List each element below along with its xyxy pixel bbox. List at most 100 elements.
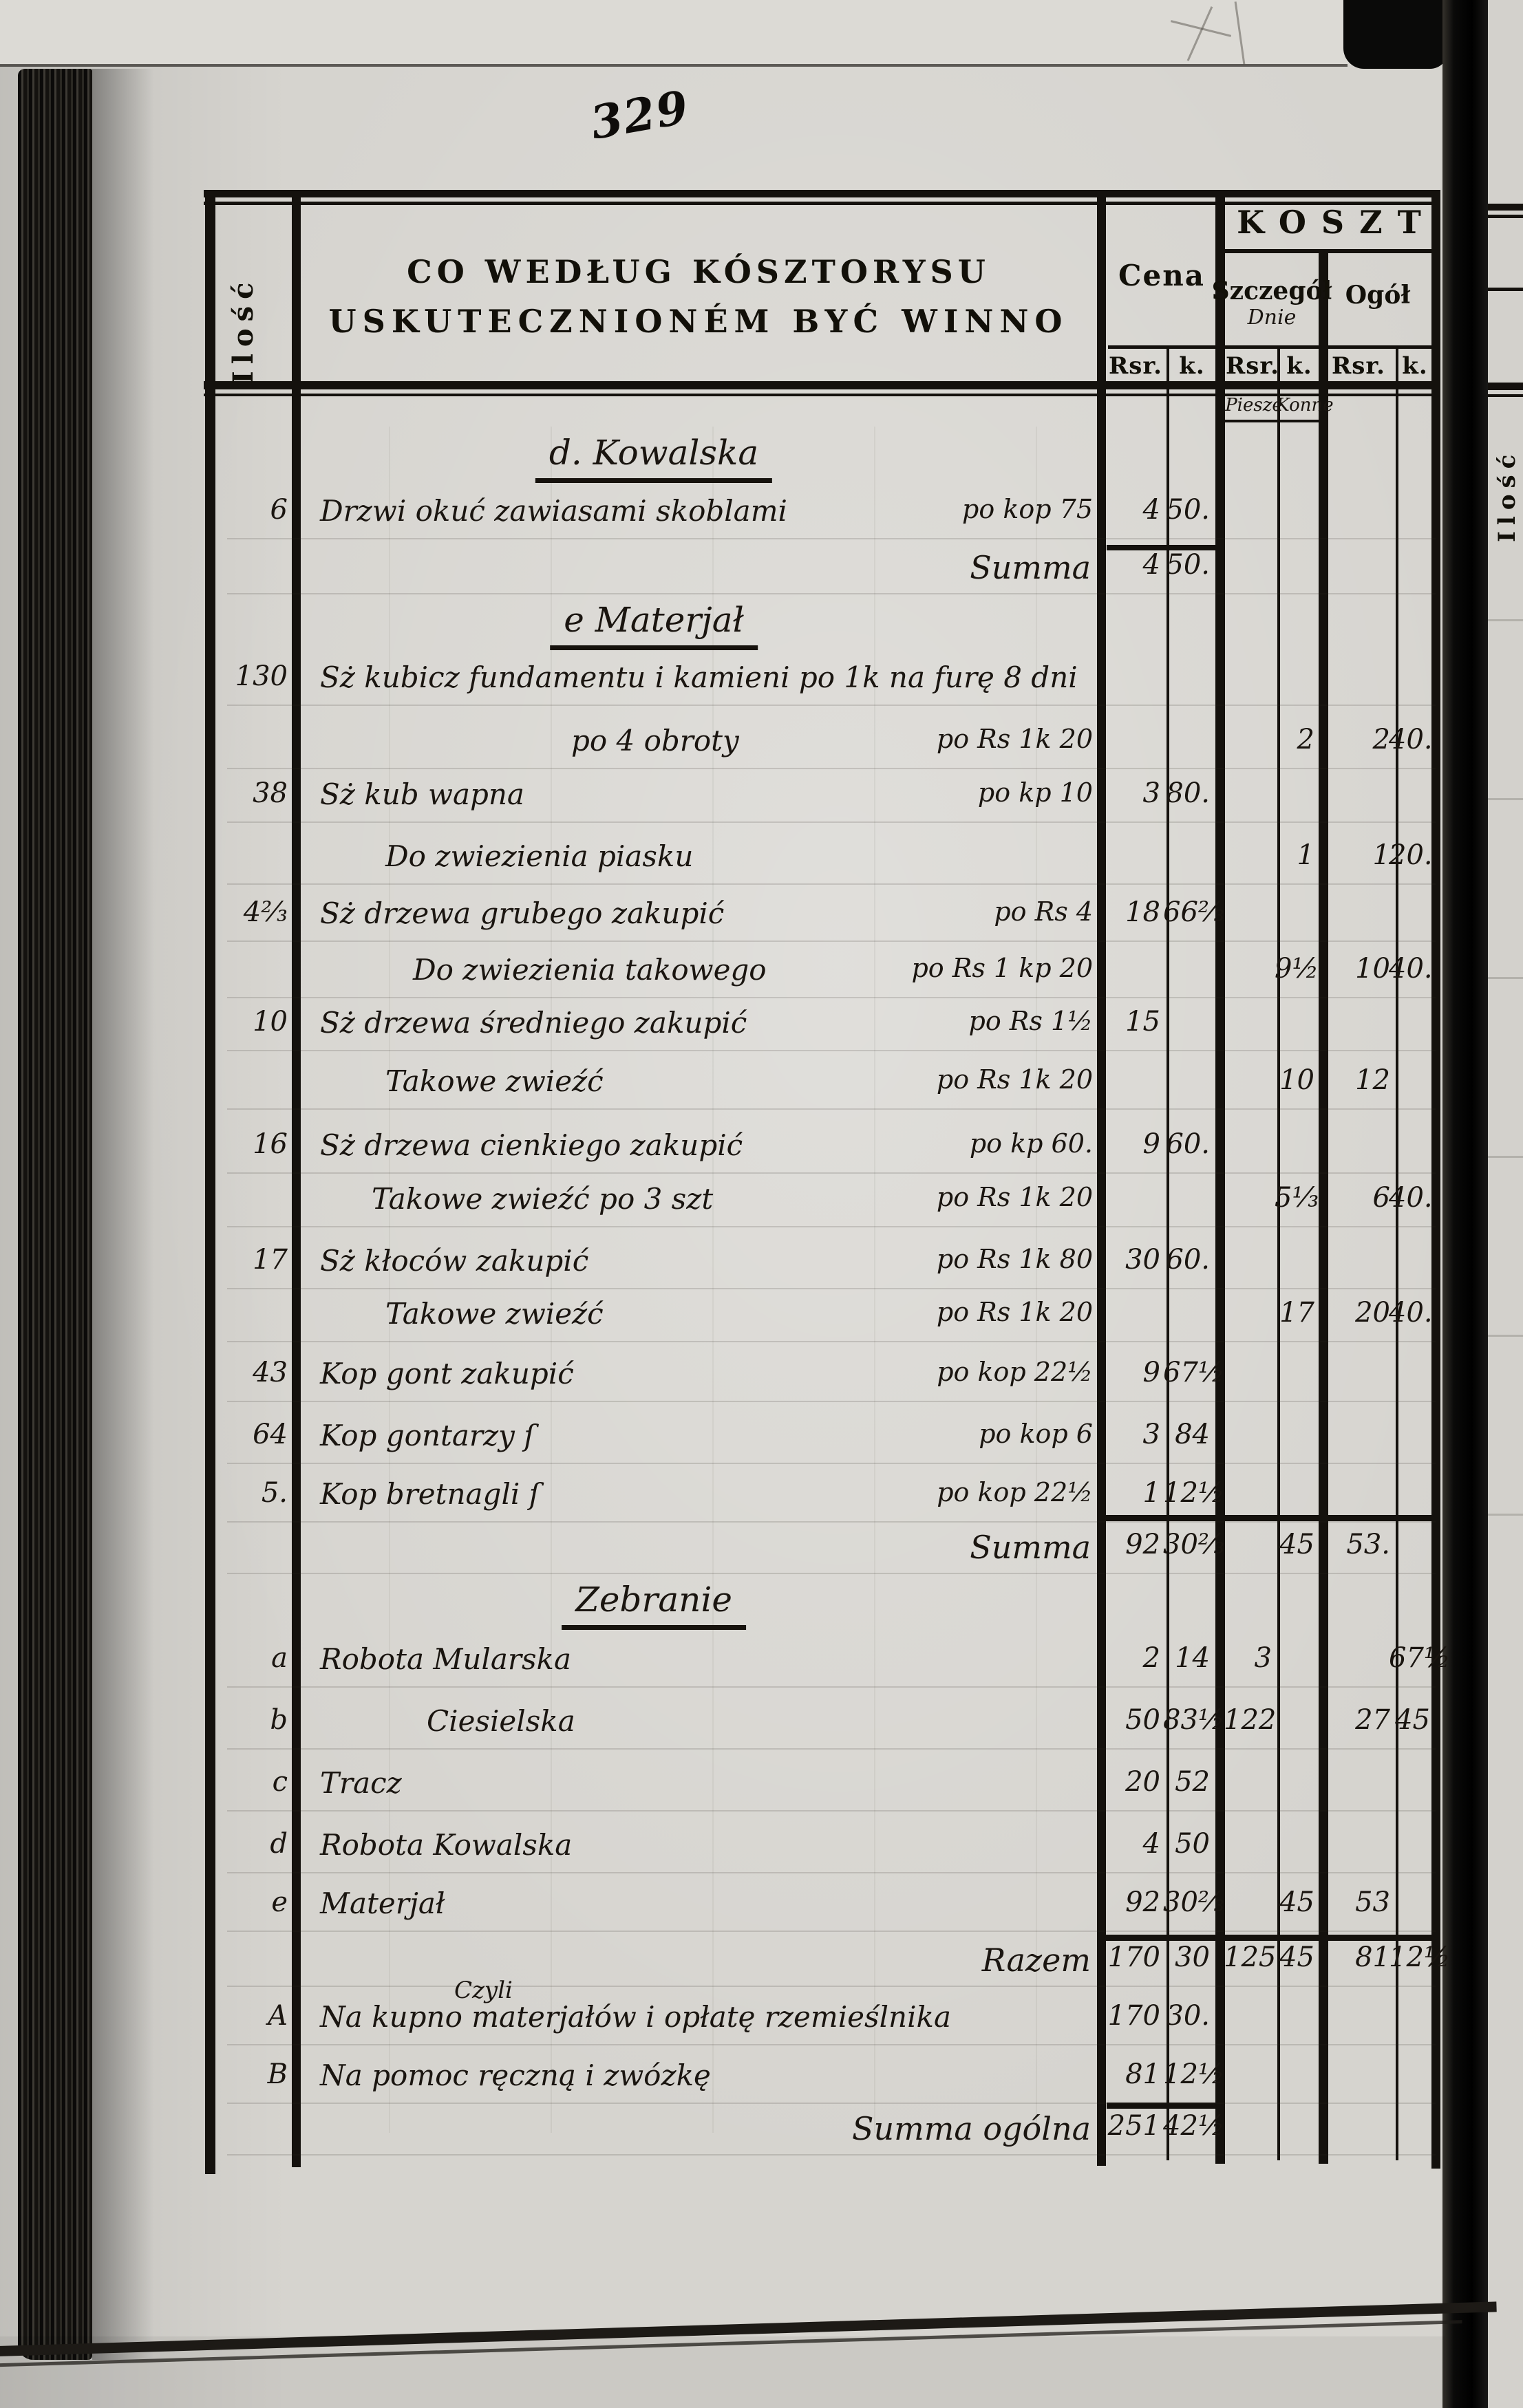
cena-k-cell: 66⅔ bbox=[1163, 896, 1225, 928]
cena-k-cell: 50. bbox=[1166, 494, 1210, 526]
cena-rsr-cell: 251 bbox=[1107, 2110, 1160, 2142]
table-top-border-2 bbox=[204, 202, 1440, 205]
dni-piesze-cell: 3 bbox=[1254, 1642, 1272, 1674]
qty-cell: 17 bbox=[253, 1244, 288, 1276]
qty-cell: 43 bbox=[253, 1357, 288, 1388]
facing-row-line-6 bbox=[1488, 1514, 1523, 1516]
qty-cell: B bbox=[267, 2058, 288, 2090]
qty-cell: 38 bbox=[253, 777, 288, 809]
qty-cell: 16 bbox=[253, 1128, 288, 1160]
price-note: po kop 6 bbox=[979, 1419, 1093, 1449]
cena-rsr-cell: 92 bbox=[1125, 1529, 1160, 1560]
row-guide-line bbox=[227, 1810, 1436, 1812]
dni-note-underline bbox=[1225, 420, 1328, 422]
cena-rsr-cell: 30 bbox=[1125, 1244, 1160, 1276]
cena-rsr-cell: 3 bbox=[1142, 1419, 1160, 1450]
description-text: Sż drzewa średniego zakupić bbox=[320, 1006, 747, 1040]
description-text: Takowe zwieźć bbox=[385, 1297, 604, 1331]
cena-rsr-cell: 1 bbox=[1142, 1477, 1160, 1509]
book-page-block-edge bbox=[18, 69, 92, 2360]
ogol-rsr-subheader: Rsr. bbox=[1331, 352, 1386, 380]
description-text: Sż kub wapna bbox=[320, 777, 524, 811]
total-label: Summa bbox=[970, 1529, 1091, 1566]
cena-rsr-subheader: Rsr. bbox=[1108, 352, 1163, 380]
qty-cell: 64 bbox=[253, 1419, 288, 1450]
cena-k-cell: 12½ bbox=[1163, 1477, 1225, 1509]
price-note: po Rs 1 kp 20 bbox=[911, 953, 1093, 983]
description-text: Robota Mularska bbox=[320, 1642, 571, 1676]
description-text: Takowe zwieźć po 3 szt bbox=[372, 1182, 714, 1216]
cena-k-cell: 67½ bbox=[1163, 1357, 1225, 1388]
description-text: Robota Kowalska bbox=[320, 1828, 573, 1862]
price-note: po kp 60. bbox=[969, 1128, 1093, 1159]
description-header-line2: USKUTECZNIONÉM BYĆ WINNO bbox=[328, 303, 1069, 340]
description-header-line1: CO WEDŁUG KÓSZTORYSU bbox=[407, 253, 990, 290]
dni-piesze-cell: 122 bbox=[1224, 1704, 1277, 1736]
ogol-rsr-cell: 27 bbox=[1355, 1704, 1390, 1736]
row-guide-line bbox=[227, 1341, 1436, 1342]
row-guide-line bbox=[227, 1573, 1436, 1574]
description-text: Kop gont zakupić bbox=[320, 1357, 574, 1390]
row-guide-line bbox=[227, 593, 1436, 594]
description-text: Kop gontarzy ſ bbox=[320, 1419, 535, 1452]
facing-header-bottom-1 bbox=[1488, 383, 1523, 390]
cena-k-cell: 12½ bbox=[1163, 2058, 1225, 2090]
description-text: Ciesielska bbox=[427, 1704, 575, 1738]
description-text: Materjał bbox=[320, 1886, 445, 1920]
cena-k-cell: 42½ bbox=[1163, 2110, 1225, 2142]
price-note: po kop 22½ bbox=[937, 1357, 1093, 1387]
cena-k-cell: 83½ bbox=[1163, 1704, 1225, 1736]
ogol-k-cell: 40. bbox=[1389, 1297, 1433, 1329]
szczegol-sub-divider bbox=[1277, 345, 1280, 2160]
dni-konne-note: Konne bbox=[1276, 395, 1334, 416]
cena-sub-divider bbox=[1167, 345, 1169, 2160]
section-heading: e Materjał bbox=[550, 600, 758, 650]
szczegol-column-header: Szczegół bbox=[1211, 277, 1332, 305]
cena-rsr-cell: 4 bbox=[1142, 549, 1160, 581]
row-guide-line bbox=[227, 883, 1436, 885]
row-guide-line bbox=[227, 768, 1436, 769]
cena-rsr-cell: 20 bbox=[1125, 1766, 1160, 1798]
facing-top-border-2 bbox=[1488, 215, 1523, 218]
dni-piesze-note: Piesze bbox=[1225, 395, 1283, 416]
pencil-guide-3 bbox=[712, 427, 714, 2133]
ogol-rsr-cell: 81 bbox=[1355, 1942, 1390, 1973]
row-guide-line bbox=[227, 1401, 1436, 1402]
cena-rsr-cell: 9 bbox=[1142, 1357, 1160, 1388]
description-text: Do zwiezienia takowego bbox=[413, 953, 767, 987]
cena-k-cell: 60. bbox=[1166, 1244, 1210, 1276]
qty-cell: b bbox=[270, 1704, 288, 1736]
ogol-rsr-cell: 10 bbox=[1355, 953, 1390, 985]
ogol-k-cell: 12½ bbox=[1389, 1942, 1451, 1973]
dni-konne-cell: 2 bbox=[1297, 724, 1314, 755]
szczegol-rsr-subheader: Rsr. bbox=[1225, 352, 1280, 380]
price-note: po kop 75 bbox=[962, 494, 1093, 524]
ogol-sub-divider bbox=[1396, 345, 1398, 2160]
price-note: po kp 10 bbox=[977, 777, 1093, 808]
subheader-line bbox=[1108, 345, 1440, 349]
row-guide-line bbox=[227, 1931, 1436, 1932]
row-guide-line bbox=[227, 705, 1436, 706]
cena-rsr-cell: 18 bbox=[1125, 896, 1160, 928]
ogol-rsr-cell: 53 bbox=[1355, 1886, 1390, 1918]
section-heading: d. Kowalska bbox=[535, 433, 773, 483]
cena-k-cell: 50 bbox=[1175, 1828, 1210, 1860]
facing-page-sliver bbox=[1488, 0, 1523, 2408]
row-guide-line bbox=[227, 1463, 1436, 1464]
cena-rsr-cell: 50 bbox=[1125, 1704, 1160, 1736]
ogol-rsr-cell: 2 bbox=[1372, 724, 1390, 755]
ogol-rsr-cell: 1 bbox=[1372, 839, 1390, 871]
qty-cell: A bbox=[268, 2000, 288, 2032]
qty-cell: c bbox=[272, 1766, 288, 1798]
koszt-group-header: KOSZT bbox=[1237, 204, 1436, 241]
description-text: Na pomoc ręczną i zwózkę bbox=[320, 2058, 711, 2092]
description-text: Sż kłoców zakupić bbox=[320, 1244, 589, 1278]
cena-k-cell: 60. bbox=[1166, 1128, 1210, 1160]
description-text: Sż kubicz fundamentu i kamieni po 1k na … bbox=[320, 660, 1078, 694]
pencil-guide-5 bbox=[1036, 427, 1037, 2133]
book-gutter-shadow bbox=[1442, 0, 1488, 2408]
row-guide-line bbox=[227, 538, 1436, 539]
koszt-underline bbox=[1215, 249, 1440, 253]
row-guide-line bbox=[227, 2044, 1436, 2045]
